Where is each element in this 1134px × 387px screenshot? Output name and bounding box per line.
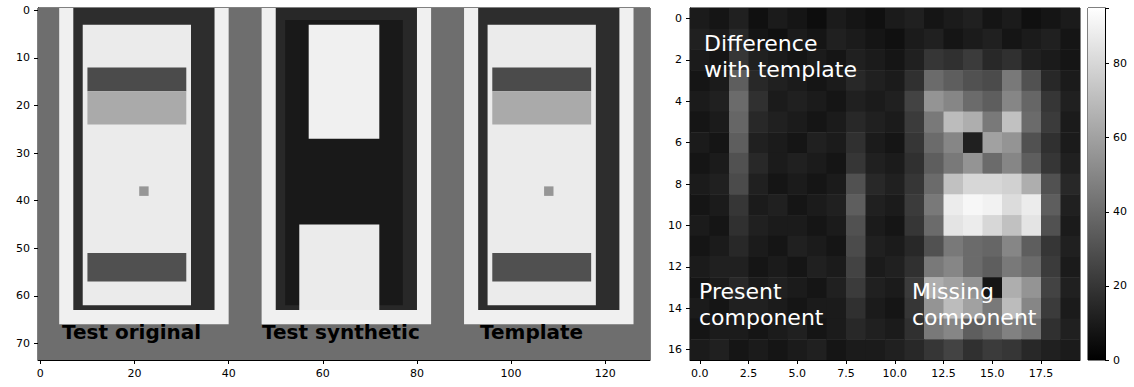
svg-text:120: 120 <box>595 367 616 380</box>
svg-text:17.5: 17.5 <box>1029 367 1054 380</box>
svg-text:20: 20 <box>128 367 142 380</box>
svg-text:60: 60 <box>316 367 330 380</box>
svg-text:80: 80 <box>410 367 424 380</box>
svg-text:10: 10 <box>16 51 30 64</box>
svg-text:6: 6 <box>675 136 682 149</box>
svg-text:Test synthetic: Test synthetic <box>262 320 420 344</box>
svg-text:7.5: 7.5 <box>837 367 855 380</box>
svg-text:Missing: Missing <box>912 279 994 304</box>
svg-text:component: component <box>699 305 824 330</box>
svg-text:5.0: 5.0 <box>789 367 807 380</box>
svg-text:40: 40 <box>1113 205 1127 218</box>
svg-text:60: 60 <box>16 289 30 302</box>
svg-text:2.5: 2.5 <box>740 367 758 380</box>
svg-text:0: 0 <box>675 12 682 25</box>
svg-text:0: 0 <box>37 367 44 380</box>
svg-text:0.0: 0.0 <box>691 367 709 380</box>
svg-text:component: component <box>912 305 1037 330</box>
svg-text:Difference: Difference <box>704 31 817 56</box>
svg-text:8: 8 <box>675 178 682 191</box>
svg-text:Present: Present <box>699 279 782 304</box>
svg-text:50: 50 <box>16 242 30 255</box>
svg-text:80: 80 <box>1113 57 1127 70</box>
svg-text:20: 20 <box>16 99 30 112</box>
svg-text:20: 20 <box>1113 279 1127 292</box>
svg-text:12: 12 <box>668 260 682 273</box>
svg-text:10.0: 10.0 <box>883 367 908 380</box>
svg-text:70: 70 <box>16 337 30 350</box>
svg-text:15.0: 15.0 <box>980 367 1005 380</box>
svg-text:16: 16 <box>668 343 682 356</box>
svg-text:40: 40 <box>16 194 30 207</box>
svg-text:Template: Template <box>480 320 583 344</box>
svg-text:2: 2 <box>675 53 682 66</box>
svg-text:100: 100 <box>501 367 522 380</box>
svg-text:4: 4 <box>675 95 682 108</box>
svg-text:Test original: Test original <box>62 320 201 344</box>
svg-text:10: 10 <box>668 219 682 232</box>
svg-text:0: 0 <box>1113 354 1120 367</box>
svg-text:60: 60 <box>1113 131 1127 144</box>
svg-text:with template: with template <box>704 57 857 82</box>
svg-text:40: 40 <box>222 367 236 380</box>
svg-text:0: 0 <box>23 4 30 17</box>
svg-text:14: 14 <box>668 302 682 315</box>
svg-text:12.5: 12.5 <box>931 367 956 380</box>
svg-text:30: 30 <box>16 147 30 160</box>
